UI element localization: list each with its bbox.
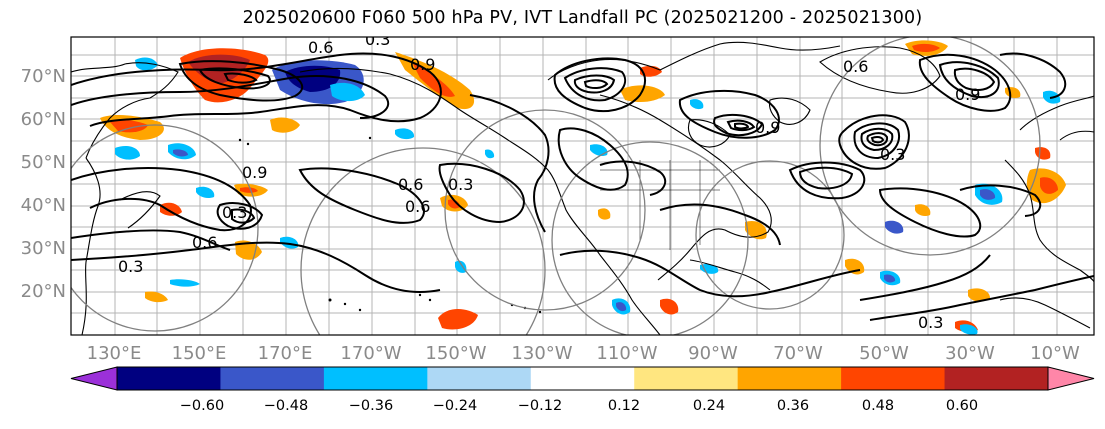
colorbar-tick-label: 0.48 (861, 398, 895, 414)
colorbar-segment (323, 367, 428, 390)
lat-label-30n: 30°N (20, 238, 66, 259)
contour-label: 0.6 (843, 57, 868, 76)
colorbar-tick-label: −0.48 (263, 398, 309, 414)
colorbar-tick-label: 0.12 (607, 398, 641, 414)
contour-label: 0.9 (242, 163, 267, 182)
lon-label: 30°W (945, 343, 995, 364)
contour-label: 0.3 (222, 203, 247, 222)
contour-label: 0.6 (308, 38, 333, 57)
contour-labels: 0.6 0.3 0.9 0.6 0.3 0.9 0.6 0.3 0.6 0.9 … (118, 30, 980, 332)
colorbar-segment (427, 367, 532, 390)
colorbar-segment (841, 367, 946, 390)
lat-label-60n: 60°N (20, 109, 66, 130)
lat-label-20n: 20°N (20, 281, 66, 302)
colorbar (70, 366, 1095, 391)
colorbar-segment (117, 367, 221, 390)
lon-label: 50°W (859, 343, 909, 364)
lon-label: 150°W (425, 343, 487, 364)
lat-label-40n: 40°N (20, 195, 66, 216)
lon-label: 130°W (511, 343, 573, 364)
lon-label: 110°W (596, 343, 658, 364)
colorbar-segment (737, 367, 842, 390)
colorbar-frame (116, 366, 1049, 391)
lat-label-70n: 70°N (20, 66, 66, 87)
colorbar-tick-label: −0.60 (179, 398, 225, 414)
map-frame (70, 36, 1095, 336)
contour-label: 0.3 (448, 175, 473, 194)
pv-contours (71, 52, 1094, 321)
colorbar-tick-label: −0.24 (432, 398, 478, 414)
colorbar-segment (944, 367, 1049, 390)
contour-label: 0.6 (405, 197, 430, 216)
lon-label: 170°W (340, 343, 402, 364)
contour-label: 0.6 (192, 233, 217, 252)
contour-label: 0.9 (955, 85, 980, 104)
colorbar-segment (634, 367, 739, 390)
lon-label: 90°W (688, 343, 738, 364)
colorbar-segment (530, 367, 635, 390)
contour-label: 0.9 (410, 55, 435, 74)
map-title: 2025020600 F060 500 hPa PV, IVT Landfall… (242, 8, 923, 28)
colorbar-tick-label: 0.60 (945, 398, 979, 414)
lon-label: 70°W (773, 343, 823, 364)
colorbar-tick-label: −0.36 (348, 398, 394, 414)
colorbar-extend-high (1047, 366, 1095, 391)
colorbar-extend-low (70, 366, 118, 391)
colorbar-segment (220, 367, 325, 390)
lon-label: 150°E (171, 343, 227, 364)
contour-label: 0.3 (880, 145, 905, 164)
contour-label: 0.3 (118, 257, 143, 276)
negative-shading (115, 57, 1061, 335)
contour-label: 0.9 (755, 118, 780, 137)
lon-label: 170°E (257, 343, 313, 364)
colorbar-tick-label: −0.12 (517, 398, 563, 414)
contour-label: 0.6 (398, 175, 423, 194)
region-circles (71, 37, 1041, 335)
contour-label: 0.3 (365, 30, 390, 49)
lon-label: 10°W (1030, 343, 1080, 364)
colorbar-tick-label: 0.36 (776, 398, 810, 414)
colorbar-tick-label: 0.24 (692, 398, 726, 414)
lat-label-50n: 50°N (20, 152, 66, 173)
contour-label: 0.3 (918, 313, 943, 332)
lon-label: 130°E (86, 343, 142, 364)
